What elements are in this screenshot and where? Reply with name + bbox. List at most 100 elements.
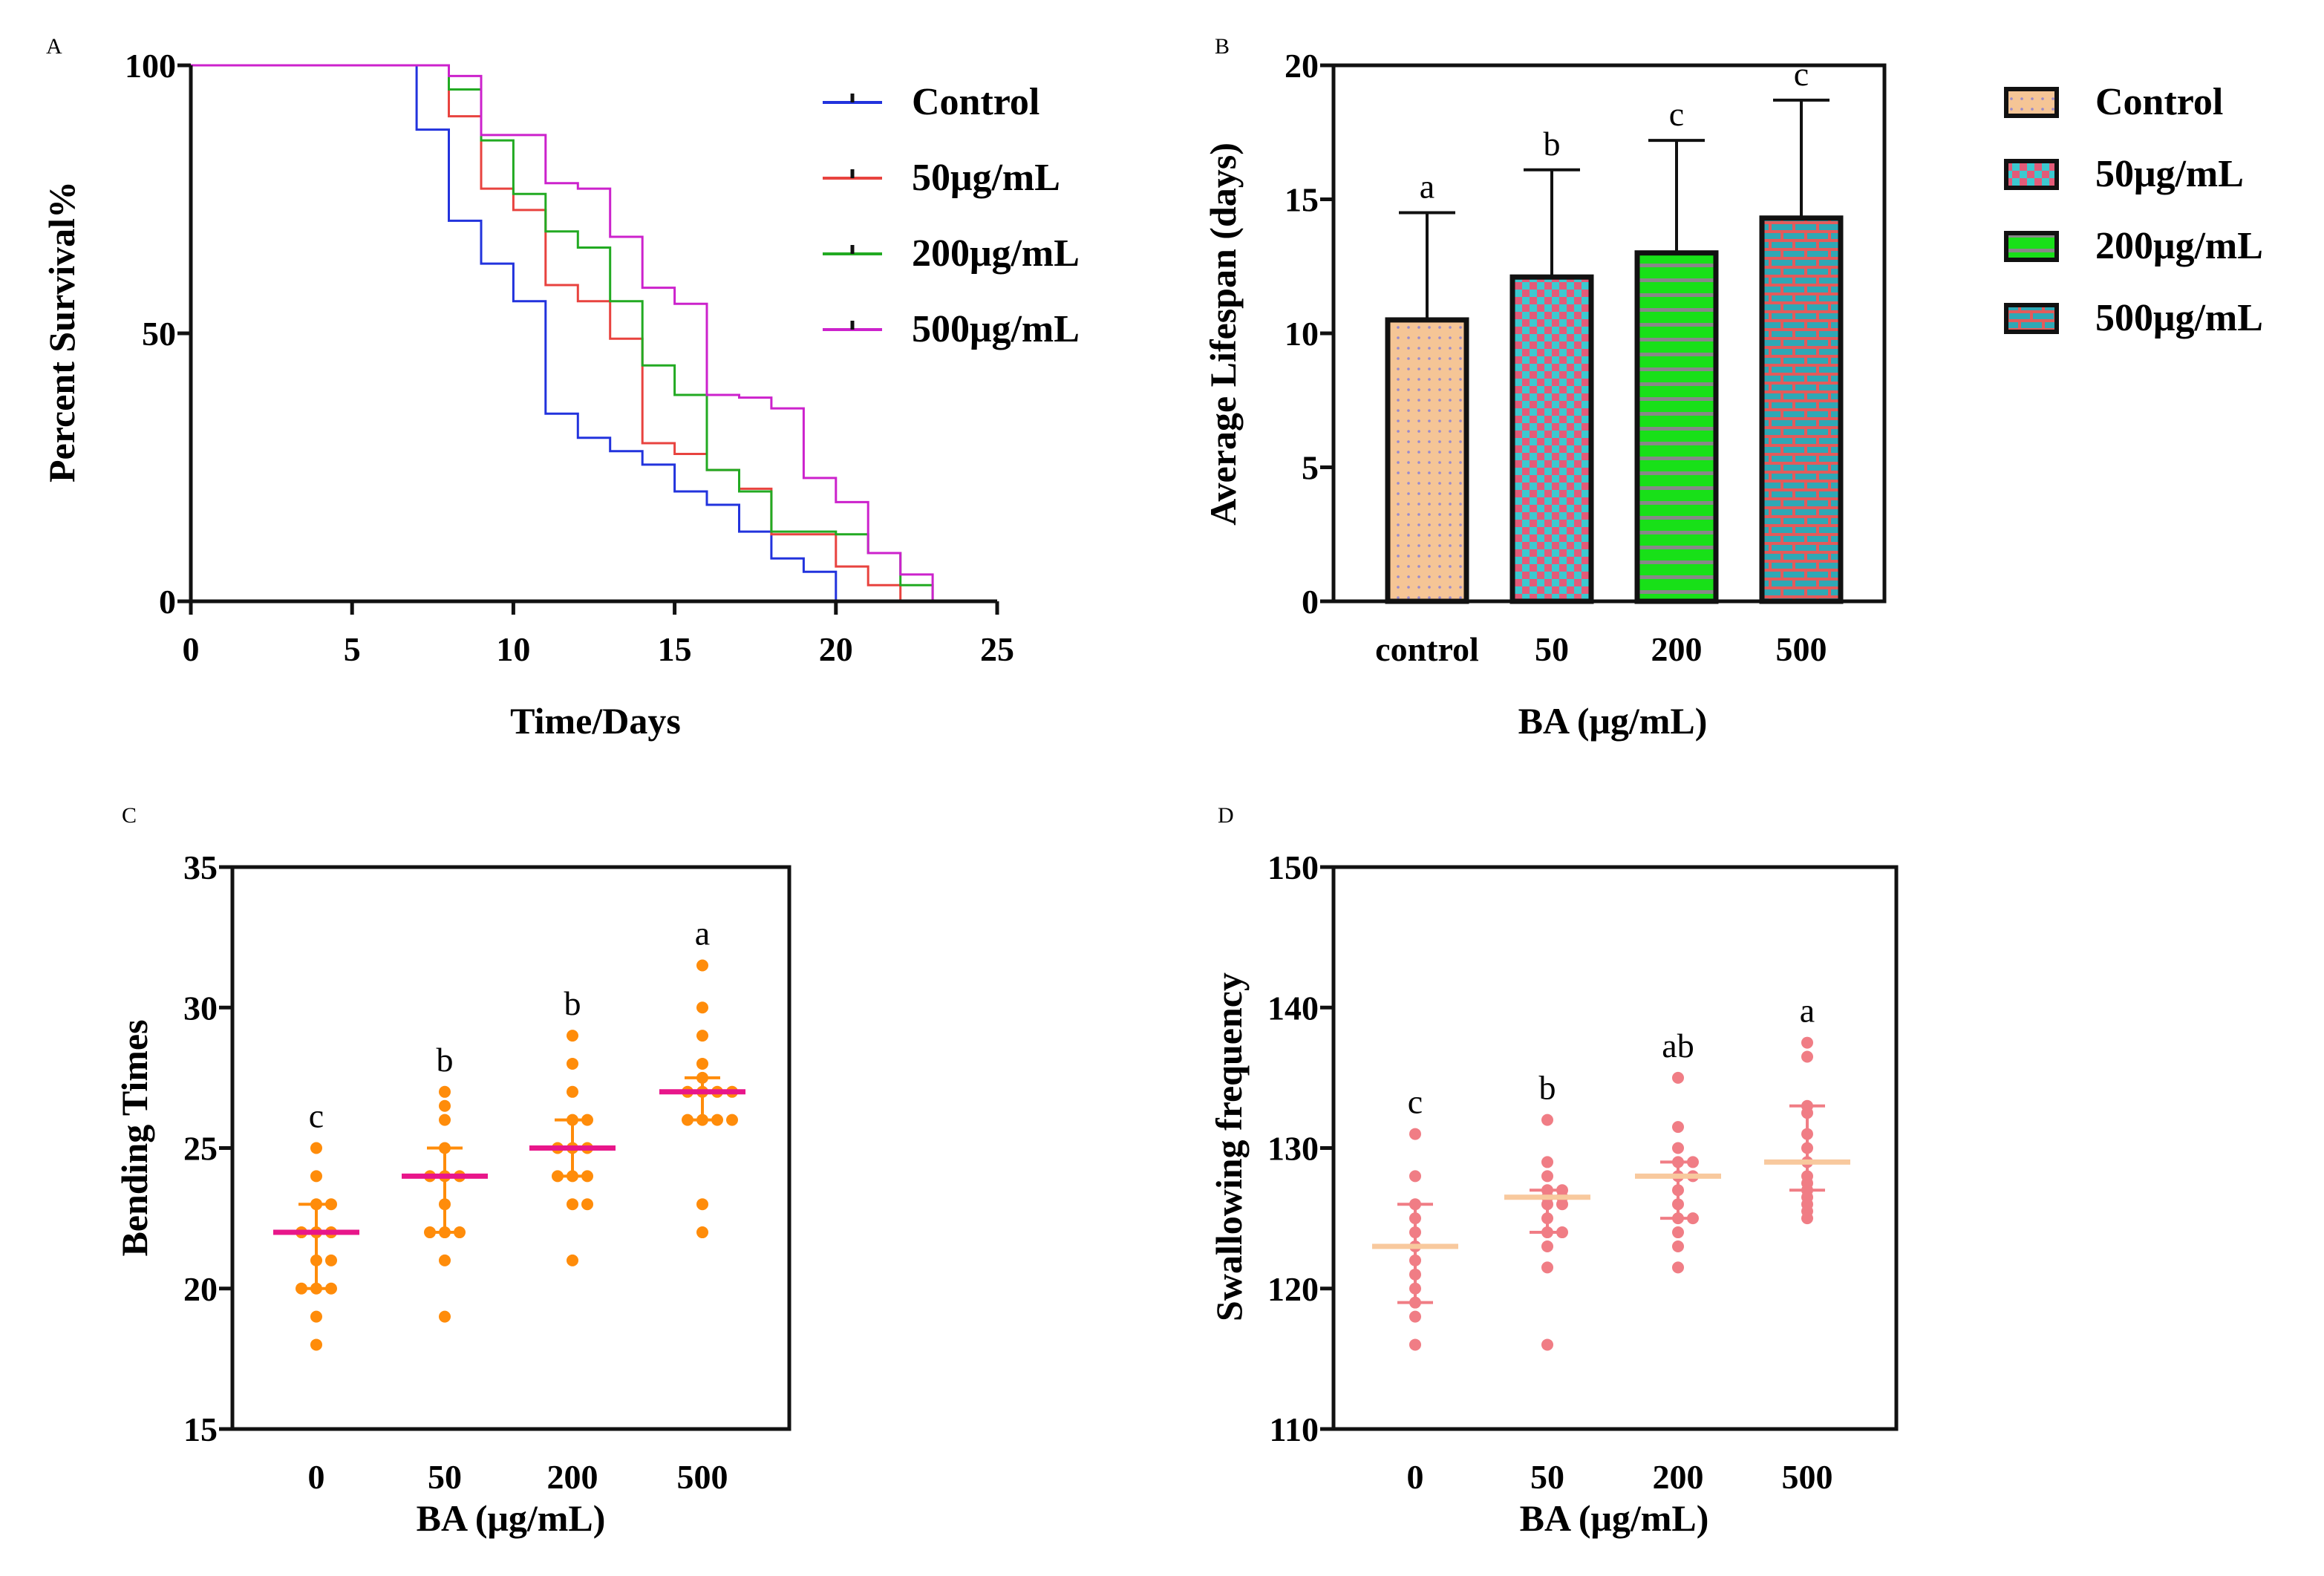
d-y-tick-label: 120	[1267, 1270, 1319, 1308]
a-x-tick-label: 25	[980, 630, 1014, 668]
c-data-point	[439, 1198, 451, 1211]
b-y-tick-label: 15	[1285, 181, 1319, 219]
b-y-tick-label: 20	[1285, 47, 1319, 85]
d-x-tick-label: 0	[1407, 1458, 1424, 1496]
b-x-tick-label: 500	[1776, 630, 1827, 668]
c-data-point	[567, 1254, 578, 1266]
c-data-point	[696, 1001, 708, 1014]
c-data-point	[567, 1085, 578, 1098]
d-x-tick-label: 200	[1653, 1458, 1704, 1496]
c-y-tick-label: 25	[183, 1130, 218, 1168]
c-data-point	[310, 1338, 322, 1351]
a-series-line-3	[191, 64, 934, 601]
b-legend-label-0: Control	[2095, 81, 2223, 123]
b-legend-swatch-1	[2004, 159, 2059, 190]
b-bar-1	[1509, 274, 1594, 604]
c-data-point	[424, 1226, 436, 1239]
c-data-point	[581, 1198, 593, 1211]
c-data-point	[310, 1254, 322, 1266]
d-data-point	[1409, 1226, 1421, 1239]
c-data-point	[454, 1226, 466, 1239]
b-y-tick-label: 5	[1302, 449, 1319, 487]
a-x-tick-label: 0	[183, 630, 200, 668]
d-data-point	[1409, 1198, 1421, 1211]
b-legend-swatch-0	[2004, 87, 2059, 118]
a-y-tick-label: 0	[159, 583, 176, 621]
d-y-tick-label: 150	[1267, 849, 1319, 886]
d-data-point	[1801, 1142, 1813, 1154]
c-significance-label-0: c	[309, 1097, 324, 1135]
c-data-point	[696, 1030, 708, 1042]
b-bar-3	[1759, 215, 1844, 604]
c-data-point	[696, 1226, 708, 1239]
d-data-point	[1687, 1156, 1699, 1168]
a-legend-label-1: 50μg/mL	[912, 157, 1060, 199]
d-significance-label-2: ab	[1662, 1027, 1694, 1065]
panel-letter-a: A	[46, 34, 62, 59]
d-data-point	[1541, 1114, 1553, 1126]
c-data-point	[296, 1282, 307, 1295]
a-series-line-2	[191, 64, 934, 601]
d-data-point	[1801, 1128, 1813, 1140]
c-x-tick-label: 200	[547, 1458, 598, 1496]
d-data-point	[1409, 1170, 1421, 1183]
c-data-point	[439, 1254, 451, 1266]
d-data-point	[1541, 1212, 1553, 1225]
c-x-axis-label: BA (μg/mL)	[417, 1497, 606, 1539]
a-x-tick-label: 5	[344, 630, 361, 668]
b-significance-label-2: c	[1669, 95, 1684, 133]
c-data-point	[552, 1170, 564, 1183]
b-x-tick-label: 50	[1535, 630, 1569, 668]
d-data-point	[1541, 1198, 1553, 1211]
c-y-axis-label: Bending Times	[114, 1019, 155, 1256]
d-data-point	[1801, 1050, 1813, 1063]
d-data-point	[1409, 1310, 1421, 1323]
d-data-point	[1409, 1212, 1421, 1225]
b-bar-0	[1385, 317, 1469, 604]
c-data-point	[567, 1198, 578, 1211]
d-data-point	[1541, 1226, 1553, 1239]
d-data-point	[1556, 1226, 1568, 1239]
c-x-tick-label: 50	[428, 1458, 462, 1496]
c-data-point	[439, 1099, 451, 1112]
d-data-point	[1672, 1198, 1684, 1211]
c-significance-label-3: a	[695, 914, 710, 952]
d-data-point	[1409, 1128, 1421, 1140]
d-data-point	[1801, 1212, 1813, 1225]
panel-letter-c: C	[122, 803, 137, 828]
b-significance-label-3: c	[1794, 55, 1809, 93]
c-significance-label-1: b	[437, 1041, 454, 1079]
d-data-point	[1687, 1212, 1699, 1225]
c-data-point	[439, 1310, 451, 1323]
d-data-point	[1801, 1107, 1813, 1119]
d-data-point	[1541, 1240, 1553, 1252]
b-x-axis-label: BA (μg/mL)	[1518, 700, 1708, 742]
c-data-point	[439, 1226, 451, 1239]
a-x-axis-label: Time/Days	[510, 700, 681, 742]
a-y-tick-label: 50	[142, 315, 176, 353]
c-data-point	[439, 1085, 451, 1098]
d-significance-label-1: b	[1539, 1069, 1556, 1107]
c-data-point	[726, 1114, 738, 1126]
d-data-point	[1409, 1254, 1421, 1266]
c-data-point	[325, 1198, 337, 1211]
d-y-tick-label: 110	[1270, 1410, 1319, 1448]
panel-b-bar-chart: a b c c control 50 200 500 0 5 10 15 20 Control 50μg…	[1202, 47, 2263, 742]
c-data-point	[581, 1114, 593, 1126]
d-data-point	[1409, 1268, 1421, 1281]
c-plot-frame	[230, 865, 791, 1431]
c-data-point	[696, 959, 708, 972]
c-data-point	[325, 1282, 337, 1295]
d-y-axis-label: Swallowing frequency	[1208, 972, 1250, 1321]
c-data-point	[696, 1198, 708, 1211]
b-x-tick-label: 200	[1651, 630, 1703, 668]
b-legend-swatch-3	[2004, 303, 2059, 334]
d-data-point	[1801, 1036, 1813, 1049]
d-x-tick-label: 500	[1782, 1458, 1833, 1496]
d-y-tick-label: 140	[1267, 989, 1319, 1027]
c-y-tick-label: 20	[183, 1270, 218, 1308]
d-data-point	[1541, 1156, 1553, 1168]
a-x-tick-label: 10	[496, 630, 530, 668]
d-data-point	[1409, 1282, 1421, 1295]
d-data-point	[1672, 1226, 1684, 1239]
